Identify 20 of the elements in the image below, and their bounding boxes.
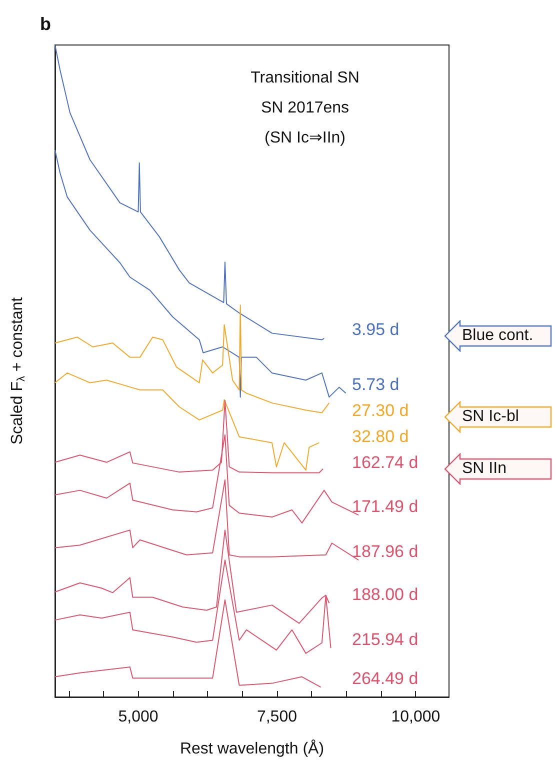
left-arrow-callout: SN Ic-bl — [444, 401, 552, 434]
x-tick-label: 5,000 — [118, 708, 158, 726]
text: b — [40, 14, 51, 35]
series-label: 32.80 d — [352, 427, 409, 448]
text: Transitional SN SN 2017ens (SN Ic⇒IIn) — [250, 70, 360, 146]
x-tick-label: 7,500 — [256, 708, 298, 726]
series-label: 5.73 d — [352, 375, 400, 396]
left-arrow-callout: SN IIn — [444, 453, 552, 486]
series-label: 264.49 d — [352, 669, 418, 690]
series-label: 162.74 d — [352, 453, 418, 474]
series-label: 188.00 d — [352, 585, 418, 606]
x-axis-title: Rest wavelength (Å) — [180, 740, 324, 758]
series-label: 187.96 d — [352, 542, 418, 562]
left-arrow-callout: Blue cont. — [444, 320, 552, 352]
x-tick-label: 10,000 — [391, 708, 440, 726]
y-axis-title: Scaled Fλ + constant — [9, 296, 28, 445]
series-label: 215.94 d — [352, 630, 418, 650]
series-label: 3.95 d — [352, 320, 400, 340]
series-label: 27.30 d — [352, 401, 409, 422]
series-label: 171.49 d — [352, 497, 418, 518]
